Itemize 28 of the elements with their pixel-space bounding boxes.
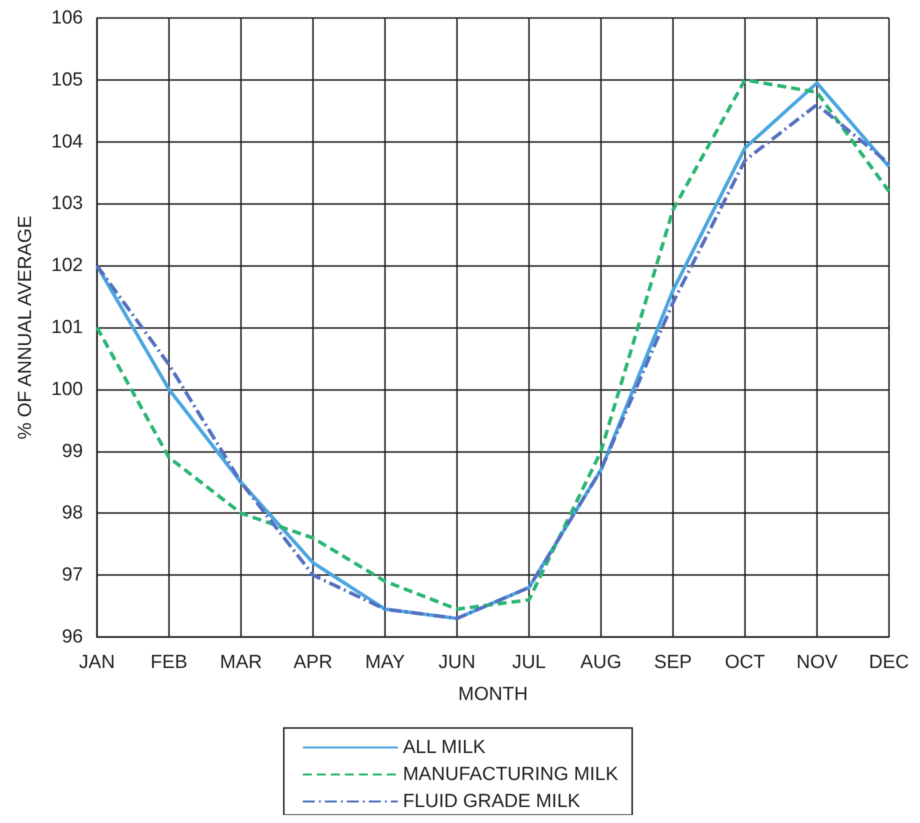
x-tick-label: MAR [220,652,262,673]
x-tick-label: AUG [580,652,622,673]
y-tick-label: 99 [62,440,83,462]
y-tick-label: 103 [51,193,83,214]
legend-label: FLUID GRADE MILK [402,791,581,812]
y-tick-label: 105 [51,69,83,90]
y-tick-label: 100 [51,378,83,400]
x-tick-label: NOV [796,652,838,673]
legend-label: ALL MILK [402,737,486,758]
x-tick-label: SEP [654,652,692,673]
x-tick-label: JAN [79,652,115,673]
y-axis-title: % OF ANNUAL AVERAGE [15,216,36,440]
y-tick-label: 101 [51,317,83,338]
x-tick-label: MAY [365,652,406,673]
x-tick-label: APR [293,652,333,673]
y-tick-label: 102 [51,255,83,276]
y-tick-label: 106 [51,8,83,28]
y-tick-label: 96 [62,626,83,648]
x-tick-label: DEC [868,652,910,673]
legend-label: MANUFACTURING MILK [402,764,618,785]
x-tick-label: FEB [150,652,188,673]
y-tick-label: 98 [62,502,83,524]
x-tick-label: OCT [724,652,766,673]
x-axis-title: MONTH [458,684,528,705]
y-tick-label: 104 [51,131,84,152]
x-tick-label: JUN [438,652,476,673]
x-tick-label: JUL [512,652,546,673]
y-tick-label: 97 [62,564,83,586]
